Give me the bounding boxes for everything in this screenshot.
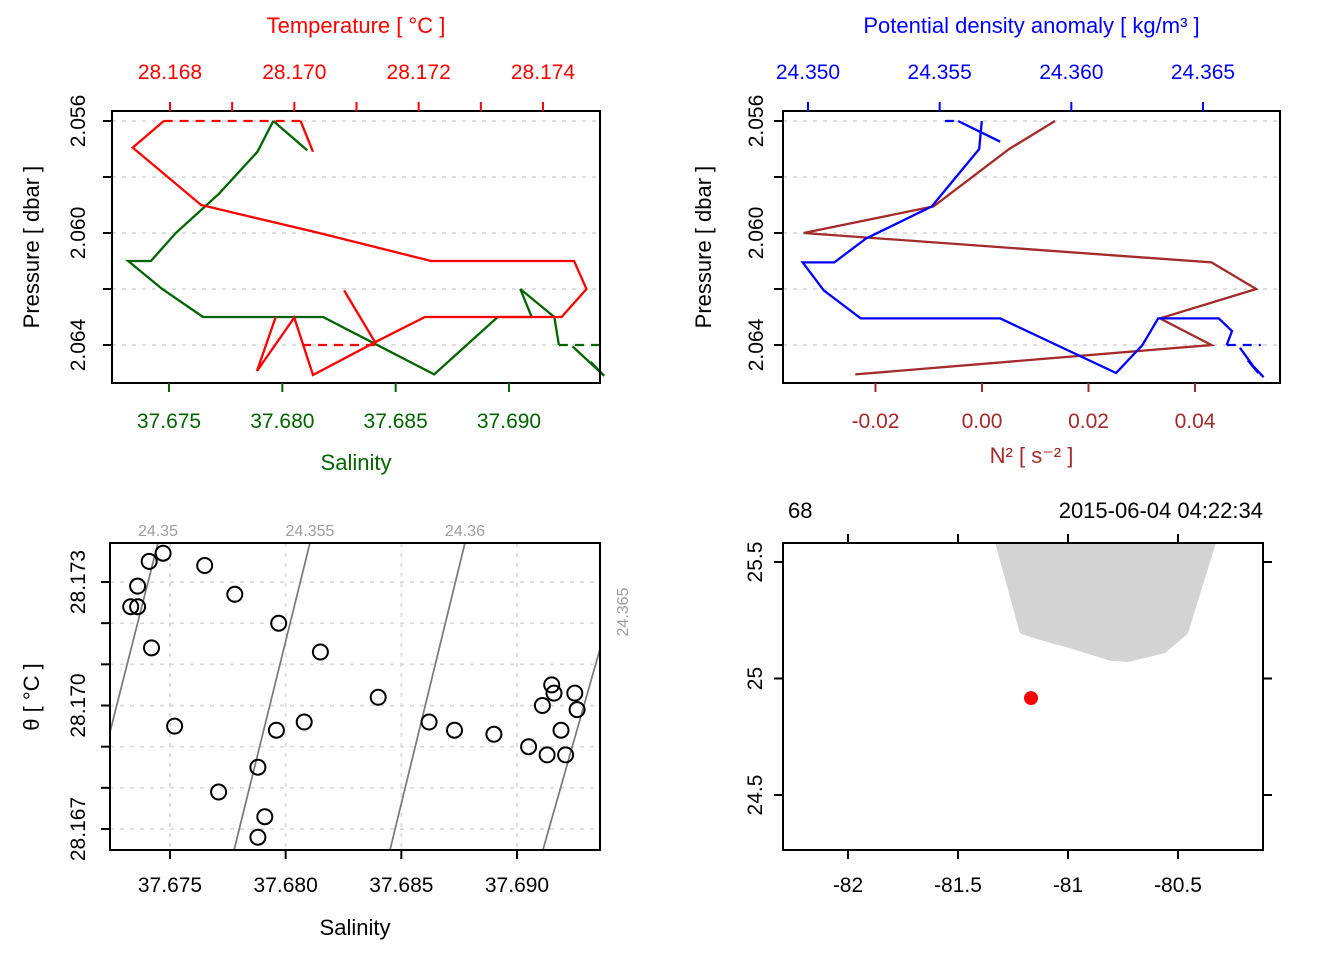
n2-tick-label: 0.04 xyxy=(1175,410,1216,433)
ts-point xyxy=(520,738,538,756)
ts-point xyxy=(129,577,147,595)
salinity-line xyxy=(124,120,561,376)
ts-point xyxy=(129,598,147,616)
pressure-tick-label: 2.064 xyxy=(745,318,768,371)
density-tick-label: 24.365 xyxy=(1171,61,1235,84)
ts-point xyxy=(311,643,329,661)
ts-point xyxy=(420,713,438,731)
salinity-tick-label: 37.680 xyxy=(254,874,318,897)
isopycnal-lines xyxy=(110,543,600,850)
panel-ts-diagram: 24.35 24.355 24.36 24.365 37.675 37.680 37.685… xyxy=(67,523,632,897)
density-tick-label: 24.360 xyxy=(1039,61,1103,84)
n2-tick-label: -0.02 xyxy=(852,410,900,433)
ts-point xyxy=(557,746,575,764)
pressure-tick-label: 2.056 xyxy=(67,95,90,148)
temperature-tick-label: 28.168 xyxy=(138,61,202,84)
density-tick-label: 24.350 xyxy=(776,61,840,84)
theta-tick-label: 28.170 xyxy=(67,673,90,737)
latitude-tick-label: 25.5 xyxy=(744,542,767,583)
land-polygon xyxy=(995,543,1216,662)
latitude-tick-label: 24.5 xyxy=(744,775,767,816)
plot-border xyxy=(111,110,601,384)
plot-border xyxy=(782,542,1264,851)
isopycnal-24.36 xyxy=(389,543,466,850)
ts-point xyxy=(166,717,184,735)
pressure-tick-label: 2.056 xyxy=(745,95,768,148)
ts-point xyxy=(143,639,160,657)
salinity-tick-label: 37.680 xyxy=(250,410,314,433)
latitude-tick-label: 25 xyxy=(744,667,767,690)
ts-point xyxy=(249,758,267,776)
longitude-tick-label: -81 xyxy=(1053,874,1083,897)
pressure-tick-label: 2.060 xyxy=(745,207,768,260)
isopycnal-label: 24.355 xyxy=(285,523,334,540)
isopycnal-label: 24.36 xyxy=(445,523,485,540)
ts-point xyxy=(140,552,158,570)
temperature-line xyxy=(130,120,588,344)
density-line xyxy=(1238,347,1265,378)
salinity-tick-label: 37.685 xyxy=(369,874,433,897)
ts-point xyxy=(568,701,586,719)
salinity-tick-label: 37.690 xyxy=(485,874,549,897)
ts-point xyxy=(267,721,285,739)
ts-point xyxy=(210,783,228,801)
ts-point xyxy=(538,746,556,764)
temperature-tick-label: 28.172 xyxy=(387,61,451,84)
isopycnal-24.365 xyxy=(542,645,600,850)
ts-point xyxy=(369,688,387,706)
ts-point xyxy=(533,697,551,714)
longitude-tick-label: -80.5 xyxy=(1154,874,1202,897)
ts-point xyxy=(154,544,172,562)
isopycnal-24.35 xyxy=(110,543,159,736)
ts-point xyxy=(446,721,463,739)
ts-point xyxy=(485,725,503,743)
ts-point xyxy=(226,585,244,603)
plot-border xyxy=(782,110,1281,384)
isopycnal-label: 24.365 xyxy=(615,587,632,636)
theta-tick-label: 28.173 xyxy=(67,550,90,614)
isopycnal-label: 24.35 xyxy=(138,523,178,540)
ts-point xyxy=(545,684,563,702)
salinity-line xyxy=(272,120,309,152)
pressure-tick-label: 2.060 xyxy=(67,207,90,260)
ts-point xyxy=(566,684,584,702)
ts-point xyxy=(196,557,214,574)
ts-point xyxy=(122,598,140,616)
panel-density-n2-profile: 24.350 24.355 24.360 24.365 -0.02 0.00 0.02 0.0… xyxy=(745,61,1281,433)
density-line xyxy=(800,120,1234,375)
station-location-dot xyxy=(1024,691,1038,706)
density-line xyxy=(957,119,1001,143)
salinity-tick-label: 37.685 xyxy=(364,410,428,433)
salinity-line xyxy=(571,345,606,377)
temperature-tick-label: 28.174 xyxy=(511,61,576,84)
theta-tick-label: 28.167 xyxy=(67,797,90,861)
n2-tick-label: 0.02 xyxy=(1068,410,1109,433)
ts-point xyxy=(256,808,274,826)
ts-point xyxy=(249,828,267,846)
isopycnal-24.355 xyxy=(233,543,311,850)
ts-point xyxy=(295,713,313,731)
n2-line xyxy=(803,120,1260,376)
temperature-line xyxy=(299,120,315,153)
n2-tick-label: 0.00 xyxy=(962,410,1003,433)
temperature-tick-label: 28.170 xyxy=(262,61,326,84)
panel-temperature-salinity-profile: 28.168 28.170 28.172 28.174 37.675 37.680 37.6… xyxy=(67,61,606,433)
ts-point xyxy=(552,721,570,739)
salinity-tick-label: 37.675 xyxy=(138,874,202,897)
pressure-tick-label: 2.064 xyxy=(67,318,90,371)
temperature-line xyxy=(255,315,376,377)
salinity-tick-label: 37.675 xyxy=(137,410,201,433)
salinity-tick-label: 37.690 xyxy=(477,410,541,433)
plot-border xyxy=(109,542,601,851)
ts-point xyxy=(270,614,288,632)
longitude-tick-label: -82 xyxy=(833,874,863,897)
density-tick-label: 24.355 xyxy=(908,61,972,84)
longitude-tick-label: -81.5 xyxy=(934,874,982,897)
panel-station-map: -82 -81.5 -81 -80.5 25.5 25 24.5 xyxy=(744,534,1272,897)
ts-point xyxy=(543,676,561,694)
